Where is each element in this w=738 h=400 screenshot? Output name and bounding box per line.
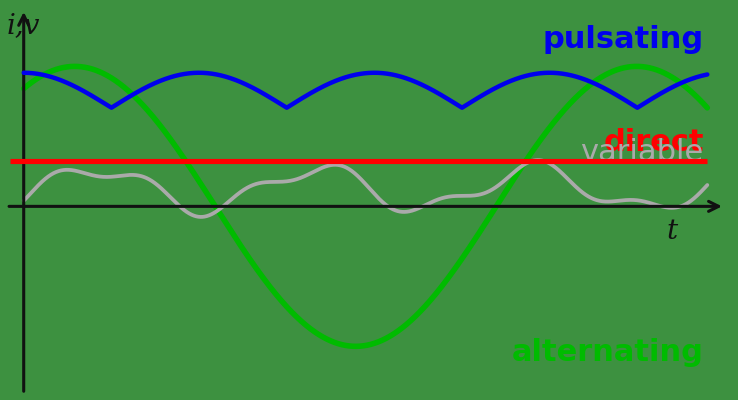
Text: alternating: alternating <box>512 338 704 367</box>
Text: variable: variable <box>581 138 704 167</box>
Text: i,v: i,v <box>6 12 40 39</box>
Text: pulsating: pulsating <box>542 25 704 54</box>
Text: t: t <box>667 218 678 245</box>
Text: direct: direct <box>604 128 704 157</box>
